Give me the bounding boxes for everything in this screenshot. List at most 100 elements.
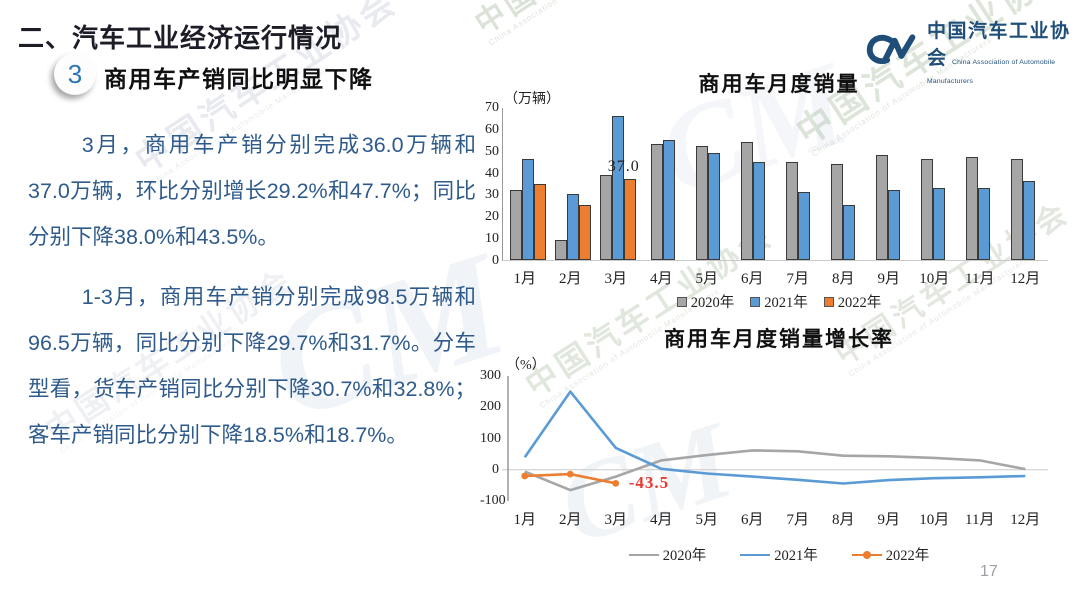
line-legend-label-2021年: 2021年 <box>774 548 818 564</box>
bar-2020年-5月 <box>696 146 709 260</box>
body-paragraph-1: 3月，商用车产销分别完成36.0万辆和37.0万辆，环比分别增长29.2%和47… <box>28 133 476 249</box>
caam-logo-text: 中国汽车工业协会 China Association of Automobile… <box>927 16 1080 88</box>
bar-xlabel-12月: 12月 <box>1010 271 1041 287</box>
line-xlabel-5月: 5月 <box>695 512 718 528</box>
bar-chart-unit-label: （万辆） <box>504 92 560 107</box>
bar-2020年-9月 <box>875 155 888 260</box>
point-title: 商用车产销同比明显下降 <box>104 66 374 92</box>
bar-2021年-3月 <box>612 115 625 260</box>
line-annotation: -43.5 <box>628 473 670 493</box>
bar-2021年-12月 <box>1022 181 1035 260</box>
page-number: 17 <box>980 563 998 580</box>
bar-xlabel-5月: 5月 <box>695 271 718 287</box>
bar-group-9月 <box>865 108 910 260</box>
bar-2020年-6月 <box>741 141 754 260</box>
bar-group-3月 <box>596 108 641 260</box>
line-xlabel-12月: 12月 <box>1010 512 1041 528</box>
line-legend-item-2020年: 2020年 <box>628 544 707 565</box>
line-xlabel-9月: 9月 <box>877 512 900 528</box>
line-xlabel-10月: 10月 <box>919 512 950 528</box>
bar-group-8月 <box>820 108 865 260</box>
caam-name-cn: 中国汽车工业协会 <box>927 21 1071 69</box>
bar-group-4月 <box>641 108 686 260</box>
bar-legend-swatch-2021年 <box>750 296 761 307</box>
line-xlabel-6月: 6月 <box>740 512 764 528</box>
body-text: 3月，商用车产销分别完成36.0万辆和37.0万辆，环比分别增长29.2%和47… <box>28 122 476 472</box>
bar-xlabel-6月: 6月 <box>740 271 764 287</box>
bar-annotation: 37.0 <box>607 158 640 176</box>
bar-2020年-4月 <box>651 144 664 260</box>
line-series-2021年 <box>523 390 1026 485</box>
bar-xlabel-2月: 2月 <box>558 271 582 287</box>
line-legend-line-2020年 <box>628 553 659 556</box>
bar-chart-legend: 2020年 2021年 2022年 <box>480 291 1078 312</box>
bar-group-2月 <box>551 108 596 260</box>
line-xlabel-1月: 1月 <box>513 512 536 528</box>
bar-legend-label-2022年: 2022年 <box>837 295 882 311</box>
line-ytick-300: 300 <box>480 368 501 383</box>
line-legend-dot-2022年 <box>862 550 871 559</box>
bar-legend-swatch-2022年 <box>823 296 834 307</box>
line-legend-line-2021年 <box>740 553 771 556</box>
bar-ytick-40: 40 <box>485 165 499 181</box>
line-ytick-200: 200 <box>480 399 501 415</box>
bar-2020年-7月 <box>785 161 798 260</box>
bar-2021年-1月 <box>522 159 535 260</box>
bar-legend-item-2021年: 2021年 <box>750 291 808 312</box>
line-legend-item-2022年: 2022年 <box>851 544 930 565</box>
bar-ytick-0: 0 <box>492 253 499 268</box>
bar-xlabel-7月: 7月 <box>786 271 809 287</box>
line-legend-marker-2022年 <box>851 550 882 559</box>
bar-2020年-10月 <box>920 159 933 260</box>
bar-chart-plot-area <box>502 108 1048 261</box>
point-number-badge: 3 <box>54 53 96 95</box>
bar-2020年-8月 <box>830 163 843 260</box>
bar-legend-item-2020年: 2020年 <box>676 291 735 312</box>
bar-chart-x-axis: 1月 2月 3月 4月 5月 6月 7月 8月 9月 10月 11月 12月 <box>502 267 1048 288</box>
bar-2022年-2月 <box>579 205 592 260</box>
bar-chart-title: 商用车月度销量 <box>698 72 860 96</box>
watermark-text-cn: 中国汽车工业协会 <box>469 0 715 41</box>
line-xlabel-7月: 7月 <box>786 512 809 528</box>
line-chart-legend: 2020年 2021年 2022年 <box>480 544 1078 565</box>
point-number: 3 <box>67 58 83 89</box>
bar-ytick-70: 70 <box>485 100 499 115</box>
line-chart-unit-label: （%） <box>506 358 546 373</box>
bar-xlabel-8月: 8月 <box>831 271 855 287</box>
caam-name-en: China Association of Automobile Manufact… <box>927 59 1056 85</box>
body-paragraph-2: 1-3月，商用车产销分别完成98.5万辆和96.5万辆，同比分别下降29.7%和… <box>28 285 476 447</box>
bar-2020年-3月 <box>600 174 613 260</box>
line-legend-marker-2020年 <box>628 551 659 559</box>
line-xlabel-11月: 11月 <box>965 512 995 528</box>
bar-xlabel-1月: 1月 <box>513 271 536 287</box>
bar-legend-label-2021年: 2021年 <box>764 295 808 311</box>
line-legend-label-2020年: 2020年 <box>662 548 707 564</box>
bar-group-11月 <box>955 108 1000 260</box>
bar-xlabel-11月: 11月 <box>965 271 995 287</box>
line-chart-title: 商用车月度销量增长率 <box>664 327 894 351</box>
bar-ytick-60: 60 <box>485 121 499 137</box>
bar-2021年-11月 <box>977 187 990 260</box>
bar-group-12月 <box>1000 108 1045 260</box>
bar-group-7月 <box>776 108 821 260</box>
line-ytick-0: 0 <box>492 461 499 477</box>
bar-xlabel-4月: 4月 <box>649 271 673 287</box>
caam-logo: 中国汽车工业协会 China Association of Automobile… <box>866 16 1080 88</box>
line-legend-item-2021年: 2021年 <box>740 544 818 565</box>
bar-legend-label-2020年: 2020年 <box>690 295 735 311</box>
line-legend-label-2022年: 2022年 <box>885 548 930 564</box>
line-marker-2022年-1月 <box>521 472 529 480</box>
bar-2022年-1月 <box>534 183 547 260</box>
bar-ytick-30: 30 <box>485 187 499 203</box>
line-marker-2022年-3月 <box>612 479 620 487</box>
line-chart-growth-rate: 商用车月度销量增长率 （%） 300 200 100 0 -100 1月 2月 3月 4月 5月… <box>480 320 1078 580</box>
line-xlabel-2月: 2月 <box>558 512 582 528</box>
bar-legend-swatch-2020年 <box>676 296 687 307</box>
bar-2020年-1月 <box>510 190 523 260</box>
bar-2020年-12月 <box>1010 159 1023 260</box>
bar-group-10月 <box>910 108 955 260</box>
line-chart-x-axis: 1月 2月 3月 4月 5月 6月 7月 8月 9月 10月 11月 12月 <box>502 508 1048 529</box>
line-chart-plot-area <box>502 376 1048 501</box>
bar-group-6月 <box>731 108 776 260</box>
